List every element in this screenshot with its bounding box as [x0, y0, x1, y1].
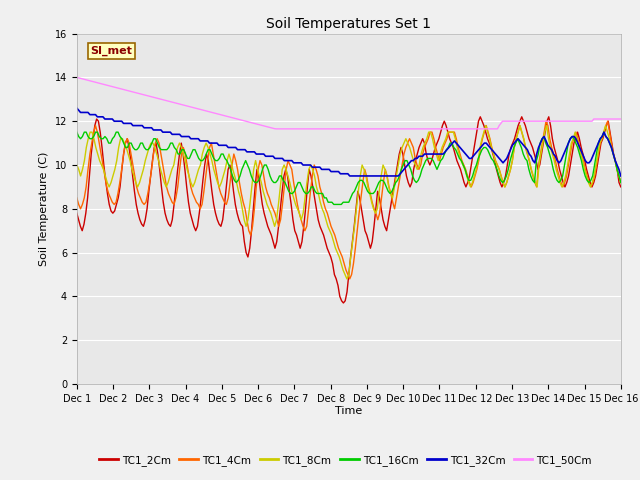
TC1_4Cm — [346, 276, 353, 282]
Title: Soil Temperatures Set 1: Soil Temperatures Set 1 — [266, 17, 431, 31]
TC1_16Cm — [161, 147, 169, 153]
TC1_4Cm — [73, 195, 81, 201]
TC1_2Cm — [159, 199, 167, 205]
TC1_32Cm — [617, 173, 625, 179]
TC1_4Cm — [213, 173, 221, 179]
TC1_4Cm — [387, 191, 395, 196]
TC1_4Cm — [617, 180, 625, 185]
Line: TC1_8Cm: TC1_8Cm — [77, 126, 621, 279]
TC1_50Cm — [617, 116, 625, 122]
TC1_16Cm — [330, 202, 338, 207]
TC1_50Cm — [73, 74, 81, 80]
TC1_32Cm — [346, 173, 353, 179]
TC1_8Cm — [98, 162, 106, 168]
TC1_16Cm — [531, 180, 538, 185]
TC1_8Cm — [381, 167, 388, 172]
TC1_4Cm — [217, 191, 225, 196]
TC1_8Cm — [237, 195, 244, 201]
TC1_32Cm — [73, 105, 81, 111]
TC1_16Cm — [450, 144, 458, 150]
TC1_2Cm — [104, 191, 111, 196]
TC1_8Cm — [73, 162, 81, 168]
Line: TC1_4Cm: TC1_4Cm — [77, 121, 621, 279]
TC1_32Cm — [355, 173, 363, 179]
TC1_8Cm — [484, 129, 492, 135]
Legend: TC1_2Cm, TC1_4Cm, TC1_8Cm, TC1_16Cm, TC1_32Cm, TC1_50Cm: TC1_2Cm, TC1_4Cm, TC1_8Cm, TC1_16Cm, TC1… — [95, 451, 596, 470]
TC1_4Cm — [542, 119, 550, 124]
Line: TC1_2Cm: TC1_2Cm — [77, 117, 621, 303]
TC1_4Cm — [611, 158, 619, 164]
Line: TC1_16Cm: TC1_16Cm — [77, 132, 621, 204]
TC1_32Cm — [387, 173, 395, 179]
TC1_2Cm — [476, 114, 484, 120]
TC1_8Cm — [189, 184, 196, 190]
Y-axis label: Soil Temperature (C): Soil Temperature (C) — [39, 152, 49, 266]
TC1_2Cm — [294, 239, 302, 244]
TC1_50Cm — [614, 116, 621, 122]
TC1_2Cm — [340, 300, 348, 306]
Text: SI_met: SI_met — [90, 46, 132, 56]
Line: TC1_32Cm: TC1_32Cm — [77, 108, 621, 176]
TC1_4Cm — [258, 162, 266, 168]
TC1_32Cm — [213, 140, 221, 146]
TC1_8Cm — [332, 245, 339, 251]
TC1_50Cm — [120, 87, 128, 93]
TC1_2Cm — [312, 206, 320, 212]
X-axis label: Time: Time — [335, 407, 362, 417]
TC1_8Cm — [482, 123, 490, 129]
TC1_2Cm — [617, 184, 625, 190]
TC1_50Cm — [342, 126, 349, 132]
TC1_2Cm — [73, 210, 81, 216]
TC1_16Cm — [559, 173, 566, 179]
TC1_8Cm — [617, 180, 625, 185]
TC1_50Cm — [272, 126, 280, 132]
TC1_32Cm — [258, 151, 266, 157]
TC1_16Cm — [538, 136, 546, 142]
TC1_2Cm — [253, 167, 260, 172]
TC1_16Cm — [617, 180, 625, 185]
TC1_16Cm — [73, 129, 81, 135]
TC1_32Cm — [609, 151, 617, 157]
Line: TC1_50Cm: TC1_50Cm — [77, 77, 621, 129]
TC1_8Cm — [343, 276, 351, 282]
TC1_16Cm — [600, 129, 608, 135]
TC1_50Cm — [171, 100, 179, 106]
TC1_50Cm — [546, 119, 554, 124]
TC1_4Cm — [355, 210, 363, 216]
TC1_32Cm — [217, 143, 225, 148]
TC1_50Cm — [191, 105, 199, 111]
TC1_2Cm — [599, 136, 607, 142]
